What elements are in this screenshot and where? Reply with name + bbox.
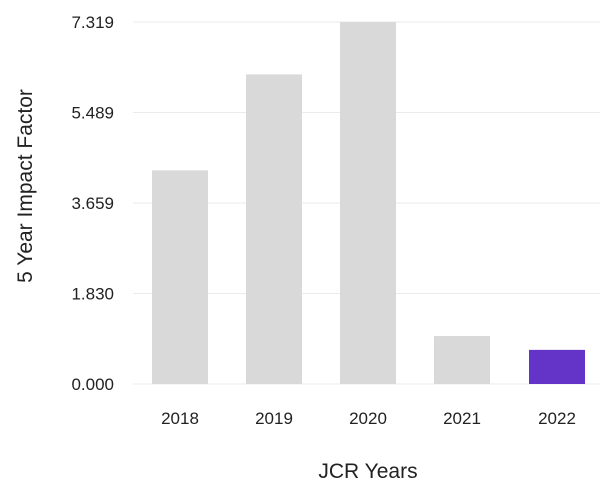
bar-2021: [434, 336, 490, 384]
x-axis-ticks: 2018 2019 2020 2021 2022: [161, 409, 576, 428]
x-tick-label: 2018: [161, 409, 199, 428]
bar-series: [152, 22, 585, 384]
bar-2019: [246, 74, 302, 384]
x-tick-label: 2021: [443, 409, 481, 428]
y-tick-label: 0.000: [71, 375, 114, 394]
y-tick-label: 1.830: [71, 284, 114, 303]
y-axis-ticks: 0.000 1.830 3.659 5.489 7.319: [71, 13, 114, 394]
y-tick-label: 3.659: [71, 194, 114, 213]
bar-2020: [340, 22, 396, 384]
x-axis-title: JCR Years: [318, 460, 417, 481]
x-tick-label: 2019: [255, 409, 293, 428]
bar-2022: [529, 349, 585, 384]
bar-2018: [152, 170, 208, 384]
x-tick-label: 2022: [538, 409, 576, 428]
y-tick-label: 7.319: [71, 13, 114, 32]
y-axis-title: 5 Year Impact Factor: [14, 89, 37, 283]
y-tick-label: 5.489: [71, 104, 114, 123]
x-tick-label: 2020: [349, 409, 387, 428]
